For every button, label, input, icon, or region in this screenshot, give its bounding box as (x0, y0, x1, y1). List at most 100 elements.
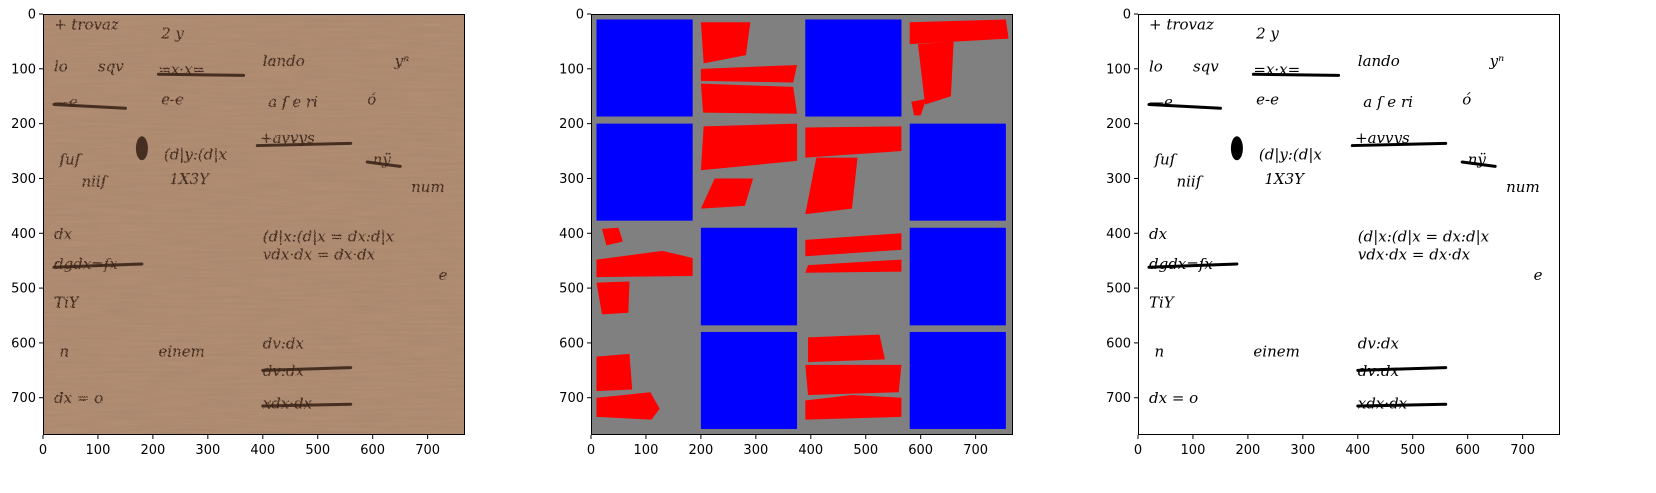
ink-stroke (1147, 102, 1222, 110)
handwriting-fragment: (d|y:(d|x (1259, 145, 1323, 163)
handwriting-fragment: n (1154, 343, 1164, 361)
handwriting-fragment: 2 y (160, 25, 184, 43)
handwriting-fragment: ó (367, 90, 376, 108)
y-tick-label: 700 (559, 391, 584, 406)
handwriting-fragment: ſuſ (1153, 151, 1177, 169)
x-tick-label: 300 (195, 443, 220, 458)
x-tick-label: 100 (1181, 443, 1206, 458)
x-tick-label: 500 (1400, 443, 1425, 458)
handwriting-fragment: xdx·dx (1358, 395, 1408, 413)
red-text-region (700, 22, 751, 64)
x-tick-label: 0 (39, 443, 47, 458)
x-tick-label: 0 (1134, 443, 1142, 458)
y-tick-label: 500 (559, 282, 584, 297)
ink-stroke (52, 262, 144, 269)
x-tick-label: 400 (1345, 443, 1370, 458)
ink-stroke (52, 102, 127, 110)
handwriting-fragment: dv:dx (1358, 334, 1400, 352)
x-tick-label: 0 (587, 443, 595, 458)
handwriting-fragment: (d|x:(d|x = dx:d|x (263, 227, 395, 245)
handwriting-fragment: a ſ e ri (268, 93, 318, 111)
ink-stroke (156, 72, 246, 77)
handwriting-fragment: 1X3Y (1264, 170, 1306, 188)
x-tick-label: 100 (86, 443, 111, 458)
y-tick-label: 200 (559, 117, 584, 132)
blue-patch (909, 331, 1006, 429)
handwriting-fragment: 2 y (1255, 25, 1279, 43)
y-tick-label: 0 (1123, 8, 1131, 23)
red-text-region (909, 19, 1009, 45)
handwriting-fragment: dx (54, 225, 73, 243)
handwriting-fragment: vdx·dx = dx·dx (263, 246, 376, 264)
red-text-region (700, 178, 754, 209)
red-text-region (596, 281, 630, 315)
x-tick-label: 700 (415, 443, 440, 458)
handwriting-fragment: einem (158, 343, 204, 361)
handwriting-fragment: lando (1358, 52, 1400, 70)
ink-stroke (1251, 72, 1341, 77)
handwriting-fragment: dx = o (1149, 389, 1198, 407)
handwriting-fragment: sqv (98, 58, 124, 76)
y-tick-label: 300 (1106, 172, 1131, 187)
red-text-region (808, 334, 885, 363)
red-text-region (700, 83, 798, 114)
y-tick-label: 400 (1106, 227, 1131, 242)
handwriting-fragment: ó (1462, 90, 1471, 108)
y-tick-label: 100 (559, 62, 584, 77)
ink-stroke (1350, 141, 1448, 148)
handwriting-fragment: n (59, 343, 69, 361)
handwriting-fragment: dgdx=ſx (54, 255, 118, 273)
x-tick-label: 400 (250, 443, 275, 458)
x-tick-label: 200 (1235, 443, 1260, 458)
binarized-axes-frame (1138, 14, 1560, 435)
ink-blot (1230, 136, 1243, 161)
ink-stroke (261, 366, 353, 372)
x-tick-label: 600 (908, 443, 933, 458)
handwriting-fragment: dx = o (54, 389, 103, 407)
x-tick-label: 600 (1455, 443, 1480, 458)
blue-patch (700, 331, 798, 429)
red-text-region (805, 394, 902, 420)
x-tick-label: 700 (963, 443, 988, 458)
handwriting-fragment: e (1534, 266, 1543, 284)
ink-stroke (255, 141, 353, 148)
red-text-region (805, 364, 902, 395)
y-tick-label: 500 (1106, 282, 1131, 297)
handwriting-fragment: num (411, 178, 445, 196)
handwriting-fragment: —e (1149, 93, 1173, 111)
ink-stroke (261, 402, 353, 408)
y-tick-label: 400 (11, 227, 36, 242)
y-tick-label: 700 (1106, 391, 1131, 406)
handwriting-fragment: —e (54, 93, 78, 111)
handwriting-fragment: ſuſ (58, 151, 82, 169)
ink-stroke (365, 160, 402, 168)
ink-blot (135, 136, 148, 161)
x-tick-label: 500 (305, 443, 330, 458)
red-text-region (911, 98, 927, 116)
y-tick-label: 0 (576, 8, 584, 23)
patch-mask-image (591, 14, 1013, 435)
ink-stroke (1356, 402, 1448, 408)
y-tick-label: 200 (1106, 117, 1131, 132)
red-text-region (700, 64, 798, 83)
blue-patch (596, 19, 693, 117)
red-text-region (700, 123, 798, 171)
handwriting-fragment: + trovaz (54, 15, 119, 33)
handwriting-fragment: xdx·dx (263, 395, 313, 413)
blue-patch (909, 123, 1006, 221)
handwriting-fragment: e-e (161, 90, 184, 108)
y-tick-label: 300 (11, 172, 36, 187)
x-tick-label: 100 (634, 443, 659, 458)
handwriting-fragment: num (1506, 178, 1540, 196)
y-tick-label: 600 (559, 336, 584, 351)
handwriting-fragment: yⁿ (1489, 52, 1505, 70)
handwriting-fragment: dx (1149, 225, 1168, 243)
blue-patch (596, 123, 693, 221)
ink-stroke (1460, 160, 1497, 168)
handwriting-fragment: einem (1253, 343, 1299, 361)
handwriting-fragment: 1X3Y (169, 170, 211, 188)
